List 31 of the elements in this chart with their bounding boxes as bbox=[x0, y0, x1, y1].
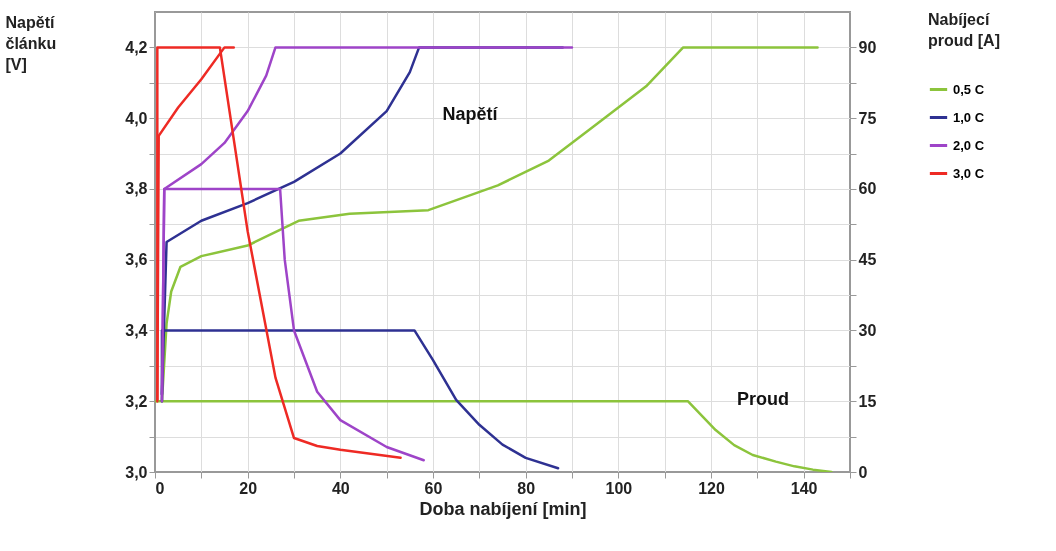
y-axis-title: Napětí článku [V] bbox=[5, 13, 57, 73]
y2-tick-label: 0 bbox=[858, 463, 868, 481]
y-tick-label: 3,6 bbox=[125, 251, 148, 269]
x-tick-label: 40 bbox=[331, 479, 350, 497]
y-tick-label: 4,2 bbox=[125, 38, 148, 56]
legend-label: 1,0 C bbox=[953, 109, 985, 125]
y2-tick-label: 75 bbox=[858, 109, 877, 127]
x-tick-label: 120 bbox=[698, 479, 725, 497]
annotation: Proud bbox=[737, 389, 789, 409]
x-tick-label: 60 bbox=[424, 479, 443, 497]
y2-tick-label: 15 bbox=[858, 392, 877, 410]
x-tick-label: 100 bbox=[605, 479, 633, 497]
legend-title: Nabíjecí proud [A] bbox=[928, 11, 1000, 49]
y-tick-label: 3,8 bbox=[125, 180, 148, 198]
x-tick-label: 140 bbox=[790, 479, 818, 497]
y2-tick-label: 60 bbox=[858, 180, 877, 198]
y-tick-label: 3,4 bbox=[125, 321, 148, 339]
y2-tick-label: 90 bbox=[858, 38, 877, 56]
legend-label: 0,5 C bbox=[953, 81, 985, 97]
x-axis-title: Doba nabíjení [min] bbox=[419, 498, 587, 519]
y-tick-label: 4,0 bbox=[125, 109, 148, 127]
y-tick-label: 3,2 bbox=[125, 392, 148, 410]
x-tick-label: 0 bbox=[155, 479, 165, 497]
legend-label: 2,0 C bbox=[953, 137, 985, 153]
annotation: Napětí bbox=[442, 104, 499, 124]
legend-label: 3,0 C bbox=[953, 165, 985, 181]
y2-tick-label: 45 bbox=[858, 251, 877, 269]
x-tick-label: 20 bbox=[239, 479, 258, 497]
x-tick-label: 80 bbox=[517, 479, 536, 497]
y2-tick-label: 30 bbox=[858, 321, 877, 339]
y-tick-label: 3,0 bbox=[125, 463, 148, 481]
